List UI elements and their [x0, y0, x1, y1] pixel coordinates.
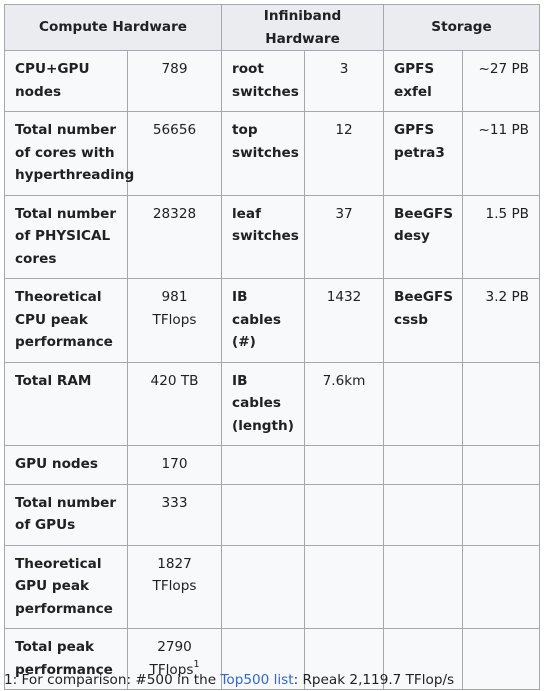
empty-cell — [462, 445, 541, 485]
hardware-table: Compute Hardware Infiniband Hardware Sto… — [3, 4, 541, 690]
compute-value: 789 — [126, 50, 223, 112]
table-row: Total number of cores with hyperthreadin… — [4, 111, 541, 196]
empty-cell — [383, 361, 464, 446]
empty-cell — [383, 483, 464, 546]
compute-label: Total RAM — [4, 361, 128, 446]
header-infiniband: Infiniband Hardware — [221, 4, 385, 51]
storage-label: GPFS petra3 — [383, 111, 464, 196]
empty-cell — [304, 544, 385, 629]
infiniband-value: 12 — [304, 111, 385, 196]
top500-link[interactable]: Top500 list — [220, 672, 294, 688]
compute-value: 333 — [126, 483, 223, 546]
compute-label: Total peak performance — [4, 628, 128, 690]
compute-label: GPU nodes — [4, 445, 128, 485]
empty-cell — [383, 544, 464, 629]
table-row: CPU+GPU nodes 789 root switches 3 GPFS e… — [4, 50, 541, 112]
empty-cell — [304, 483, 385, 546]
storage-value: 3.2 PB — [462, 278, 541, 363]
storage-label: GPFS exfel — [383, 50, 464, 112]
compute-value: 56656 — [126, 111, 223, 196]
compute-value: 1827 TFlops — [126, 544, 223, 629]
table-row: Total number of PHYSICAL cores 28328 lea… — [4, 194, 541, 279]
empty-cell — [462, 628, 541, 690]
infiniband-label: top switches — [221, 111, 306, 196]
storage-value: 1.5 PB — [462, 194, 541, 279]
empty-cell — [462, 483, 541, 546]
compute-label: Theoretical CPU peak performance — [4, 278, 128, 363]
footnote-suffix: : Rpeak 2,119.7 TFlop/s — [293, 672, 455, 688]
storage-label: BeeGFS cssb — [383, 278, 464, 363]
table-row: Total RAM 420 TB IB cables (length) 7.6k… — [4, 361, 541, 446]
infiniband-label: IB cables (#) — [221, 278, 306, 363]
empty-cell — [383, 445, 464, 485]
compute-label: Total number of cores with hyperthreadin… — [4, 111, 134, 196]
empty-cell — [304, 445, 385, 485]
footnote: 1: For comparison: #500 in the Top500 li… — [4, 669, 454, 691]
compute-value: 420 TB — [126, 361, 223, 446]
footnote-prefix: 1: For comparison: #500 in the — [4, 672, 221, 688]
header-storage: Storage — [383, 4, 541, 51]
table-row: Total peak performance 2790 TFlops1 — [4, 628, 541, 690]
empty-cell — [304, 628, 385, 690]
compute-value: 981 TFlops — [126, 278, 223, 363]
table-row: GPU nodes 170 — [4, 445, 541, 485]
compute-value: 170 — [126, 445, 223, 485]
infiniband-value: 37 — [304, 194, 385, 279]
storage-label: BeeGFS desy — [383, 194, 464, 279]
footnote-marker[interactable]: 1 — [193, 658, 200, 670]
compute-value: 2790 TFlops1 — [126, 628, 223, 690]
table-row: Total number of GPUs 333 — [4, 483, 541, 546]
compute-label: CPU+GPU nodes — [4, 50, 128, 112]
infiniband-value: 7.6km — [304, 361, 385, 446]
empty-cell — [221, 544, 306, 629]
infiniband-label: root switches — [221, 50, 306, 112]
infiniband-value: 3 — [304, 50, 385, 112]
table-row: Theoretical CPU peak performance 981 TFl… — [4, 278, 541, 363]
empty-cell — [221, 628, 306, 690]
empty-cell — [462, 361, 541, 446]
compute-label: Total number of GPUs — [4, 483, 128, 546]
infiniband-label: leaf switches — [221, 194, 306, 279]
empty-cell — [221, 445, 306, 485]
compute-value: 28328 — [126, 194, 223, 279]
compute-label: Total number of PHYSICAL cores — [4, 194, 128, 279]
header-row: Compute Hardware Infiniband Hardware Sto… — [3, 4, 541, 51]
total-peak-value: 2790 TFlops — [149, 639, 194, 678]
empty-cell — [221, 483, 306, 546]
compute-label: Theoretical GPU peak performance — [4, 544, 128, 629]
storage-value: ~11 PB — [462, 111, 541, 196]
infiniband-label: IB cables (length) — [221, 361, 306, 446]
header-compute: Compute Hardware — [3, 4, 223, 51]
infiniband-value: 1432 — [304, 278, 385, 363]
storage-value: ~27 PB — [462, 50, 541, 112]
empty-cell — [383, 628, 464, 690]
empty-cell — [462, 544, 541, 629]
table-row: Theoretical GPU peak performance 1827 TF… — [4, 544, 541, 629]
